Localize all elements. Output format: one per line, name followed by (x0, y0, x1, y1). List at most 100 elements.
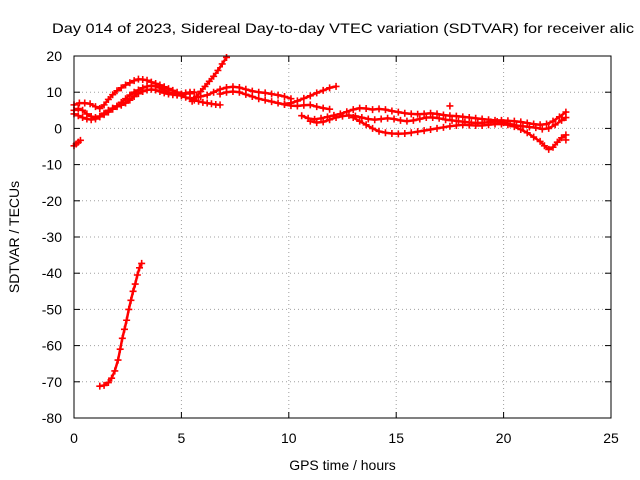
data-point (362, 104, 370, 112)
series-12 (349, 114, 570, 153)
data-point (446, 122, 454, 130)
data-point (553, 138, 561, 146)
data-point (371, 116, 379, 124)
x-tick-label: 0 (70, 430, 78, 446)
data-point (300, 101, 308, 109)
data-point (551, 121, 559, 129)
data-point (427, 125, 435, 133)
data-point (122, 81, 130, 89)
data-point (401, 129, 409, 137)
data-point (125, 305, 133, 313)
data-point (306, 92, 314, 100)
series-3 (188, 53, 231, 105)
data-point (429, 114, 437, 122)
data-point (117, 101, 125, 109)
data-point (109, 104, 117, 112)
data-point (525, 123, 533, 131)
series-8 (216, 87, 334, 113)
x-tick-label: 5 (178, 430, 186, 446)
y-tick-label: -10 (42, 157, 62, 173)
data-point (131, 280, 139, 288)
data-point (558, 134, 566, 142)
data-point (422, 114, 430, 122)
data-point (388, 129, 396, 137)
y-tick-label: -60 (42, 338, 62, 354)
data-point (127, 296, 135, 304)
data-point (356, 104, 364, 112)
data-point (274, 91, 282, 99)
data-point (197, 93, 205, 101)
data-point (448, 116, 456, 124)
data-point (79, 106, 87, 114)
data-point (108, 374, 116, 382)
data-point (74, 112, 82, 120)
data-point (96, 104, 104, 112)
data-point (120, 325, 128, 333)
data-point (268, 98, 276, 106)
data-point (300, 94, 308, 102)
data-point (205, 77, 213, 85)
data-point (414, 110, 422, 118)
data-point (446, 102, 454, 110)
data-point (446, 112, 454, 120)
y-tick-label: -70 (42, 374, 62, 390)
data-point (339, 112, 346, 120)
data-point (326, 84, 334, 92)
data-point (186, 90, 194, 98)
data-point (117, 84, 125, 92)
data-point (100, 381, 108, 389)
data-point (369, 106, 377, 114)
series-2 (70, 136, 84, 150)
y-tick-label: -20 (42, 193, 62, 209)
data-point (100, 109, 108, 117)
data-point (91, 115, 99, 123)
data-point (459, 121, 467, 129)
grid (74, 56, 611, 418)
data-point (427, 109, 435, 117)
data-point (104, 106, 112, 114)
data-point (523, 129, 531, 137)
x-tick-label: 25 (603, 430, 619, 446)
data-point (114, 356, 122, 364)
data-point (248, 93, 256, 101)
x-axis-label: GPS time / hours (289, 457, 396, 473)
data-point (478, 115, 486, 123)
data-point (538, 125, 546, 133)
series-13 (446, 102, 454, 110)
y-tick-label: 20 (46, 48, 62, 64)
data-point (369, 124, 377, 132)
data-point (177, 90, 185, 98)
data-point (465, 114, 473, 122)
data-point (504, 121, 512, 129)
data-point (100, 101, 108, 109)
data-point (532, 124, 540, 132)
data-point (74, 104, 82, 112)
data-point (558, 116, 566, 124)
data-point (390, 115, 398, 123)
data-point (420, 127, 428, 135)
data-point (216, 101, 224, 109)
data-point (562, 114, 570, 122)
data-point (122, 99, 130, 107)
data-point (540, 142, 548, 150)
data-point (530, 133, 538, 141)
data-point (255, 95, 263, 103)
data-point (261, 96, 269, 104)
series-6 (70, 85, 194, 124)
data-point (242, 90, 250, 98)
data-point (313, 103, 321, 111)
data-point (349, 106, 357, 114)
data-point (229, 87, 237, 95)
data-point (332, 82, 340, 90)
data-point (203, 91, 211, 99)
data-point (543, 120, 551, 128)
data-point (478, 122, 486, 130)
data-point (91, 103, 99, 111)
data-point (214, 66, 222, 74)
data-point (381, 129, 389, 137)
data-point (375, 127, 383, 135)
data-point (394, 130, 402, 138)
data-point (134, 90, 142, 98)
data-point (497, 120, 505, 128)
